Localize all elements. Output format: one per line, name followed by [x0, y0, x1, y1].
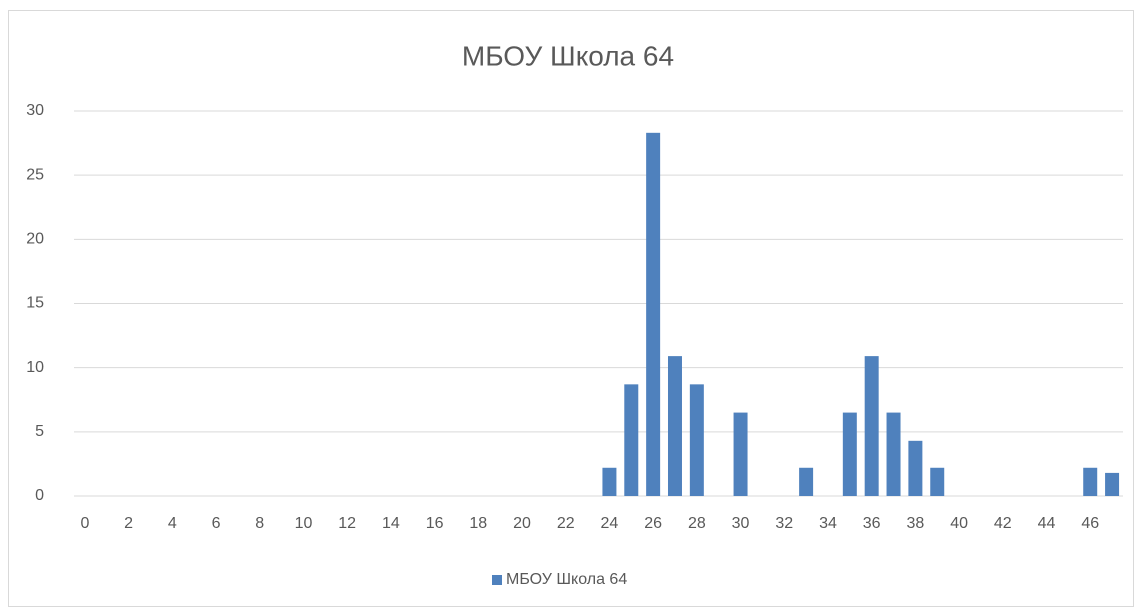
chart-title: МБОУ Школа 64 [462, 40, 674, 71]
x-tick-label: 6 [212, 515, 221, 532]
x-tick-label: 26 [644, 515, 662, 532]
x-tick-label: 12 [338, 515, 356, 532]
bar [886, 412, 901, 496]
legend-swatch [492, 575, 502, 585]
x-tick-label: 10 [295, 515, 313, 532]
y-tick-label: 30 [26, 102, 44, 119]
x-tick-label: 18 [469, 515, 487, 532]
bar [1105, 472, 1120, 496]
x-tick-label: 8 [255, 515, 264, 532]
bar [733, 412, 748, 496]
bar [1083, 467, 1098, 496]
x-tick-label: 0 [80, 515, 89, 532]
x-tick-label: 4 [168, 515, 177, 532]
x-tick-label: 32 [775, 515, 793, 532]
bar [667, 356, 682, 496]
x-tick-label: 14 [382, 515, 400, 532]
x-tick-label: 24 [601, 515, 619, 532]
legend-label: МБОУ Школа 64 [506, 571, 627, 588]
x-tick-label: 40 [950, 515, 968, 532]
bar [799, 467, 814, 496]
bar [842, 412, 857, 496]
x-tick-label: 2 [124, 515, 133, 532]
x-tick-label: 42 [994, 515, 1012, 532]
x-tick-label: 38 [906, 515, 924, 532]
bar [689, 384, 704, 496]
x-tick-label: 28 [688, 515, 706, 532]
y-tick-label: 5 [35, 423, 44, 440]
y-tick-label: 25 [26, 166, 44, 183]
y-tick-label: 15 [26, 295, 44, 312]
bar [602, 467, 617, 496]
x-tick-label: 36 [863, 515, 881, 532]
x-tick-label: 44 [1038, 515, 1056, 532]
y-tick-label: 20 [26, 231, 44, 248]
x-tick-label: 34 [819, 515, 837, 532]
bar [624, 384, 639, 496]
x-tick-label: 20 [513, 515, 531, 532]
y-tick-label: 10 [26, 359, 44, 376]
bar [864, 356, 879, 496]
bar [908, 440, 923, 496]
x-tick-label: 16 [426, 515, 444, 532]
x-tick-label: 30 [732, 515, 750, 532]
x-tick-label: 22 [557, 515, 575, 532]
y-tick-label: 0 [35, 487, 44, 504]
bar [930, 467, 945, 496]
bar [646, 132, 661, 497]
x-tick-label: 46 [1081, 515, 1099, 532]
chart-frame [8, 10, 1134, 607]
